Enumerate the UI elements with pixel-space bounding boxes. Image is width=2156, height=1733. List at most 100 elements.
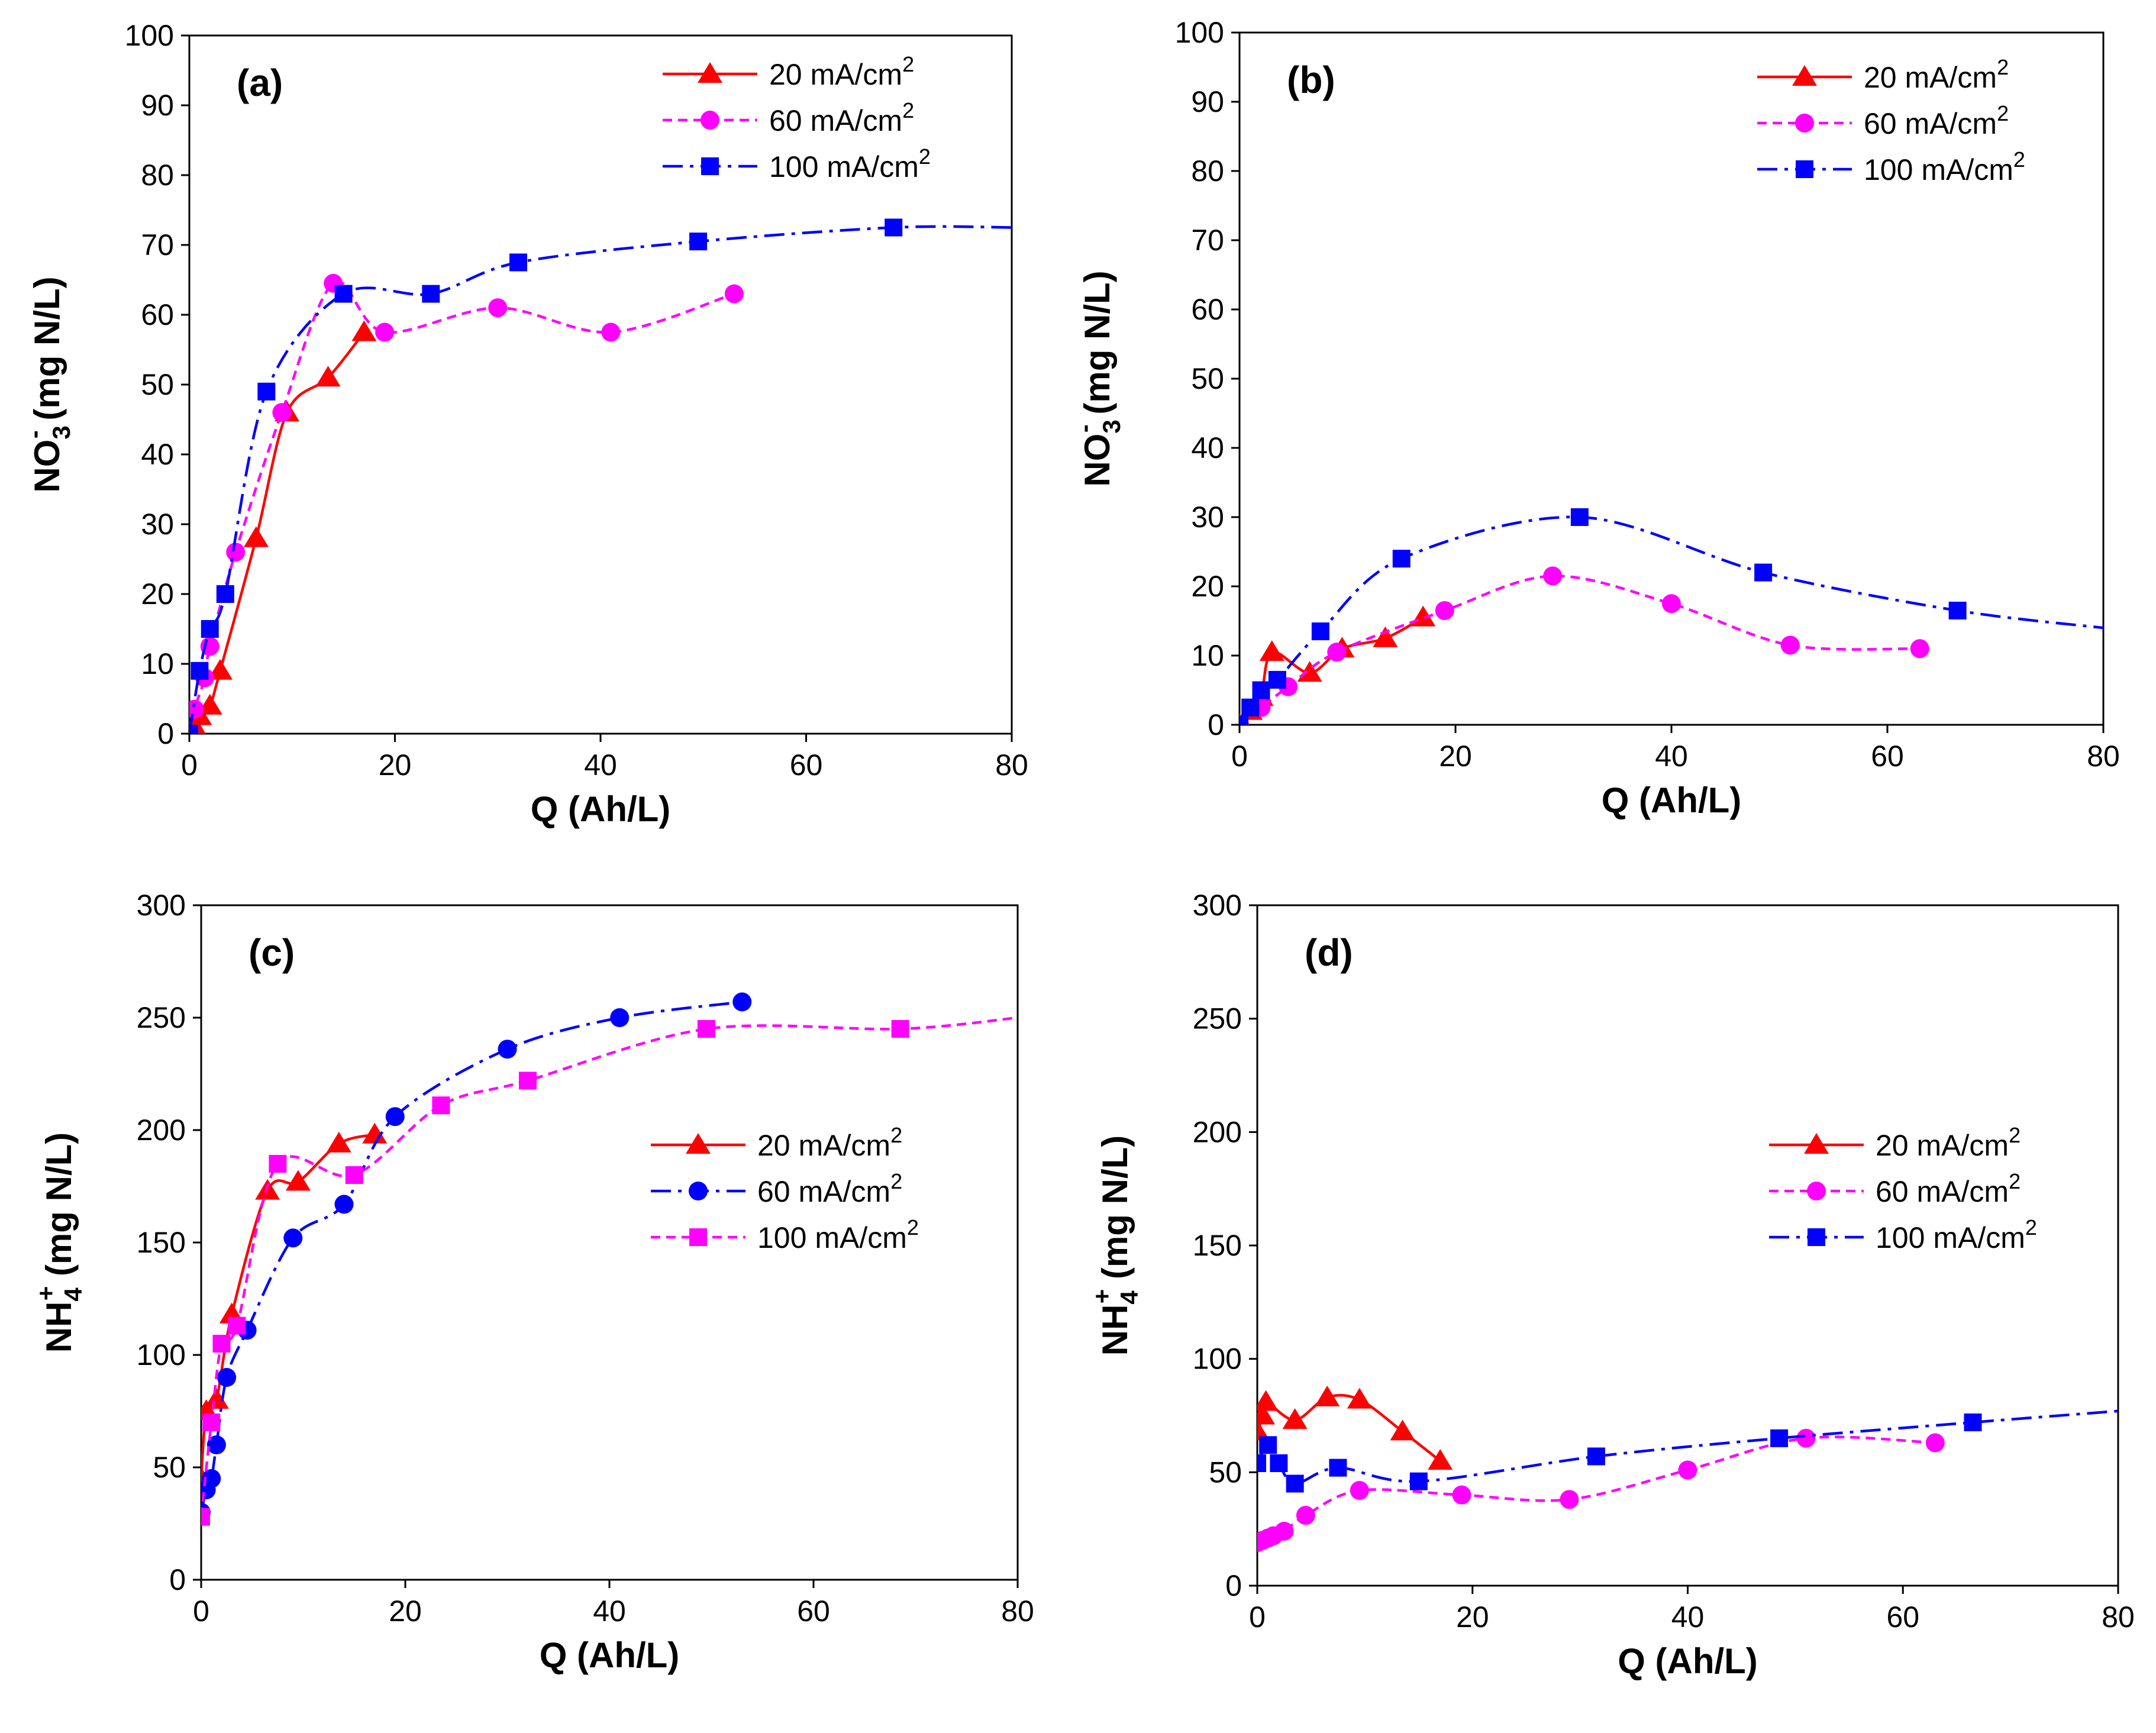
y-axis-label: NO3- (mg N/L): [20, 276, 75, 492]
data-point: [610, 1008, 630, 1027]
y-tick-label: 300: [137, 889, 186, 922]
y-axis-label-subscript: 4: [59, 1287, 87, 1302]
panel-label: (d): [1305, 931, 1353, 974]
legend-entry: 20 mA/cm2: [1864, 55, 2009, 94]
data-point: [1327, 643, 1347, 662]
x-tick-label: 0: [181, 748, 198, 782]
legend-entry: 20 mA/cm2: [1876, 1123, 2021, 1162]
x-tick-label: 20: [389, 1595, 422, 1628]
y-tick-label: 50: [1209, 1456, 1242, 1489]
legend-entry-name: 100 mA/cm: [1864, 153, 2013, 186]
x-tick-label: 20: [379, 748, 412, 782]
x-tick-label: 60: [790, 748, 823, 782]
legend-entry-sup: 2: [2013, 147, 2025, 172]
y-tick-label: 50: [1191, 362, 1224, 395]
data-point: [1770, 1429, 1789, 1447]
data-point: [385, 1107, 405, 1127]
x-axis-label: Q (Ah/L): [540, 1635, 680, 1675]
legend-entry-name: 60 mA/cm: [1876, 1175, 2009, 1208]
legend-entry: 20 mA/cm2: [769, 52, 914, 91]
data-point: [1347, 1387, 1372, 1409]
data-point: [204, 1388, 229, 1409]
data-point: [189, 699, 204, 719]
data-point: [1329, 1458, 1347, 1477]
y-tick-label: 10: [1191, 639, 1224, 672]
data-point: [334, 1195, 354, 1214]
y-tick-label: 0: [1208, 708, 1224, 741]
data-point: [1754, 563, 1773, 582]
data-point: [326, 1131, 351, 1153]
chart-panel-2: 0 10 20 30 40 50 60 70 80 90 100 0 20 40 60 80 Q (Ah/L) N…: [1070, 16, 2120, 820]
data-point: [1241, 698, 1260, 717]
data-point: [885, 218, 903, 237]
legend-entry-sup: 2: [907, 1215, 919, 1240]
data-point: [1274, 1522, 1294, 1541]
series-triangle: [1257, 1385, 1453, 1470]
data-point: [1925, 1433, 1945, 1453]
data-point: [1796, 1428, 1816, 1448]
data-point: [1259, 640, 1284, 661]
y-axis-label-subscript: 4: [1115, 1290, 1143, 1305]
data-point: [1435, 601, 1454, 620]
legend-entry-sup: 2: [1997, 55, 2009, 79]
y-tick-label: 80: [1191, 154, 1224, 188]
y-tick-label: 100: [1193, 1342, 1242, 1376]
data-point: [201, 620, 219, 638]
data-point: [1560, 1490, 1579, 1509]
y-tick-label: 300: [1193, 889, 1242, 922]
data-point: [1259, 1436, 1277, 1454]
data-point: [1780, 635, 1800, 655]
legend-entry: 100 mA/cm2: [1864, 147, 2025, 186]
y-tick-label: 200: [1193, 1115, 1242, 1148]
data-point: [724, 284, 744, 304]
y-axis-label-subscript: 3: [1098, 419, 1125, 433]
legend-entry-name: 20 mA/cm: [769, 58, 902, 91]
data-point: [1428, 1449, 1453, 1470]
data-point: [1257, 1390, 1279, 1411]
y-axis-label-base: NO: [1077, 434, 1117, 487]
x-tick-label: 60: [1871, 740, 1904, 773]
legend-entry: 60 mA/cm2: [757, 1169, 902, 1208]
x-tick-label: 60: [1886, 1600, 1919, 1634]
data-point: [272, 403, 292, 422]
y-axis-label-rest: (mg N/L): [27, 276, 67, 430]
legend-marker: [1792, 65, 1817, 86]
legend-entry-name: 100 mA/cm: [1876, 1221, 2025, 1254]
legend-entry-name: 60 mA/cm: [1864, 107, 1997, 140]
y-axis-label: NO3- (mg N/L): [1070, 270, 1125, 486]
data-point: [689, 233, 708, 251]
x-axis-label: Q (Ah/L): [531, 789, 671, 829]
legend-entry: 100 mA/cm2: [1876, 1215, 2037, 1254]
data-point: [243, 526, 269, 547]
series-triangle: [201, 1122, 388, 1487]
data-point: [202, 1413, 221, 1431]
y-tick-label: 30: [141, 508, 174, 541]
data-point: [206, 1435, 226, 1454]
y-tick-label: 150: [137, 1226, 186, 1259]
x-tick-label: 40: [593, 1595, 626, 1628]
series-circle: [1240, 566, 1929, 725]
x-tick-label: 40: [584, 748, 617, 782]
x-tick-label: 40: [1671, 1600, 1705, 1634]
data-point: [601, 322, 621, 342]
y-axis-label-superscript: +: [1088, 1289, 1116, 1304]
x-tick-label: 80: [2102, 1600, 2135, 1634]
x-tick-label: 80: [1001, 1595, 1034, 1628]
y-axis-label-rest: (mg N/L): [39, 1132, 79, 1286]
x-axis-label: Q (Ah/L): [1602, 780, 1742, 820]
legend-entry-sup: 2: [919, 144, 931, 169]
legend-entry: 60 mA/cm2: [769, 98, 914, 137]
legend-marker: [701, 157, 719, 175]
x-tick-label: 80: [2087, 740, 2120, 773]
y-axis-label-base: NH: [1095, 1305, 1135, 1356]
data-point: [1297, 661, 1322, 682]
data-point: [1252, 681, 1270, 699]
plot-frame: [188, 34, 1013, 735]
panel-label: (c): [248, 931, 295, 974]
y-tick-label: 20: [1191, 570, 1224, 603]
series-line: [1240, 515, 2103, 725]
data-point: [351, 320, 377, 341]
data-point: [1311, 622, 1329, 641]
